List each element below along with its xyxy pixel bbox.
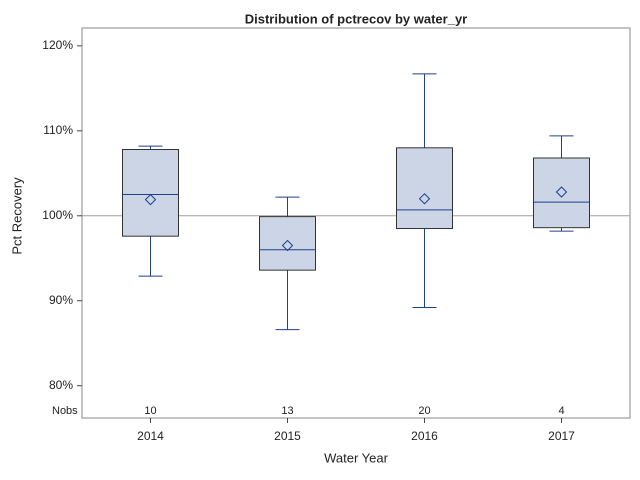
x-tick-label: 2014 <box>137 429 164 443</box>
box <box>533 157 590 229</box>
x-axis-label: Water Year <box>324 450 389 465</box>
y-axis-label: Pct Recovery <box>9 177 24 255</box>
nobs-label: 13 <box>281 405 293 417</box>
nobs-label: 10 <box>144 405 156 417</box>
y-tick-label: 80% <box>49 378 73 392</box>
mean-marker <box>555 186 568 198</box>
x-tick-label: 2017 <box>548 429 575 443</box>
box <box>259 216 316 271</box>
nobs-label: 4 <box>558 405 564 417</box>
mean-marker <box>281 239 294 252</box>
nobs-label: 20 <box>418 405 430 417</box>
x-tick-label: 2015 <box>274 429 301 443</box>
mean-marker <box>418 193 431 205</box>
x-tick-label: 2016 <box>411 429 438 443</box>
box <box>122 149 179 237</box>
box <box>396 147 453 230</box>
y-tick-label: 110% <box>43 123 73 137</box>
mean-marker <box>144 193 157 206</box>
y-tick-label: 90% <box>49 293 73 307</box>
plot-frame <box>81 27 631 419</box>
y-tick-label: 120% <box>42 38 73 52</box>
inset-label: Nobs <box>52 405 78 417</box>
y-tick-label: 100% <box>42 208 73 222</box>
chart-title: Distribution of pctrecov by water_yr <box>245 11 468 26</box>
